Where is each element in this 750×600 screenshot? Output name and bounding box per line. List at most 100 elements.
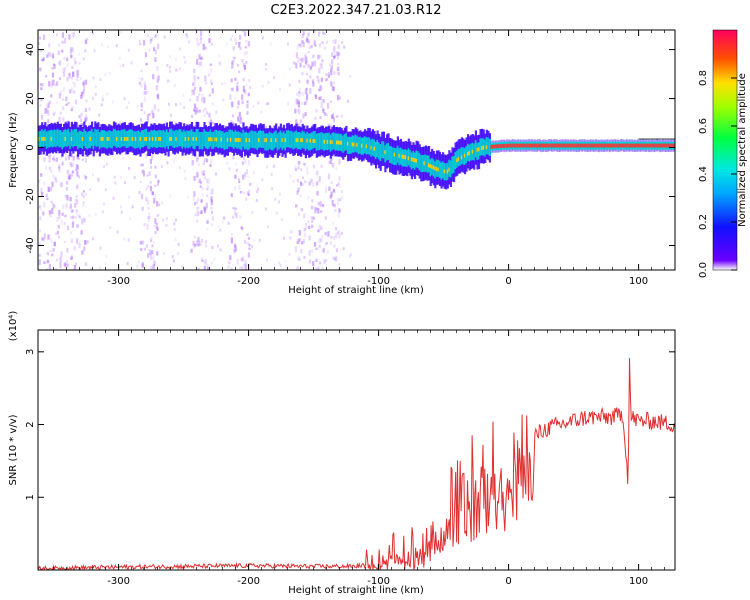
heatmap-speckle (222, 216, 225, 220)
heatmap-speckle (48, 100, 51, 104)
heatmap-speckle (309, 226, 312, 230)
heatmap-ridge-mid (201, 132, 204, 150)
heatmap-speckle (200, 211, 203, 215)
heatmap-speckle (308, 46, 311, 50)
heatmap-ridge-mid (111, 131, 114, 149)
heatmap-speckle (245, 169, 249, 175)
heatmap-speckle (203, 169, 206, 172)
heatmap-speckle (337, 63, 340, 66)
heatmap-speckle (66, 180, 69, 185)
heatmap-ridge-core (668, 143, 671, 148)
heatmap-speckle (314, 94, 317, 97)
heatmap-speckle (186, 35, 189, 39)
heatmap-speckle (99, 246, 102, 250)
heatmap-speckle (48, 154, 51, 158)
heatmap-speckle (312, 182, 315, 187)
heatmap-speckle (51, 210, 54, 214)
heatmap-speckle (233, 96, 236, 100)
heatmap-ridge-core (214, 137, 217, 142)
heatmap-speckle (38, 42, 41, 45)
heatmap-speckle (39, 103, 42, 107)
heatmap-speckle (62, 117, 65, 122)
heatmap-ridge-core (314, 139, 317, 143)
heatmap-speckle (311, 224, 314, 228)
heatmap-speckle (318, 224, 321, 231)
heatmap-speckle (166, 79, 169, 83)
heatmap-speckle (184, 60, 187, 64)
heatmap-ridge-mid (172, 130, 175, 148)
heatmap-speckle (70, 54, 73, 58)
heatmap-ridge-mid (114, 129, 117, 147)
heatmap-speckle (247, 92, 250, 97)
heatmap-speckle (298, 237, 301, 242)
heatmap-speckle (210, 68, 213, 73)
heatmap-speckle (103, 165, 105, 168)
heatmap-ridge-core (551, 143, 554, 148)
heatmap-speckle (127, 238, 130, 242)
heatmap-speckle (303, 232, 306, 238)
heatmap-speckle (48, 43, 51, 48)
heatmap-ridge-core (602, 143, 605, 148)
heatmap-speckle (48, 157, 51, 163)
heatmap-speckle (40, 98, 43, 102)
heatmap-ridge-core (446, 169, 449, 174)
heatmap-speckle (308, 235, 311, 241)
heatmap-speckle (204, 75, 207, 81)
heatmap-ridge-mid (289, 131, 292, 149)
heatmap-speckle (246, 191, 249, 195)
heatmap-ridge-core (100, 137, 103, 141)
heatmap-speckle (185, 32, 188, 36)
heatmap-speckle (307, 64, 310, 68)
heatmap-speckle (206, 111, 208, 115)
y-tick-label: 40 (25, 43, 36, 56)
heatmap-speckle (335, 256, 338, 262)
heatmap-ridge-core (549, 143, 552, 148)
heatmap-ridge-core (605, 143, 608, 148)
heatmap-speckle (250, 182, 253, 186)
heatmap-speckle (337, 66, 340, 71)
heatmap-speckle (333, 71, 336, 75)
heatmap-speckle (50, 200, 53, 204)
heatmap-speckle (278, 261, 281, 265)
heatmap-speckle (275, 211, 278, 215)
heatmap-speckle (239, 190, 242, 194)
heatmap-speckle (303, 213, 306, 219)
heatmap-ridge-core (574, 143, 577, 148)
heatmap-speckle (107, 45, 110, 49)
heatmap-speckle (332, 163, 335, 168)
heatmap-speckle (85, 99, 88, 103)
heatmap-speckle (241, 226, 244, 230)
heatmap-speckle (244, 259, 247, 265)
heatmap-speckle (307, 51, 310, 54)
heatmap-speckle (198, 54, 201, 60)
heatmap-speckle (53, 158, 56, 162)
heatmap-ridge-core (665, 143, 668, 148)
heatmap-speckle (39, 50, 42, 53)
heatmap-ridge-core (498, 144, 501, 149)
spectrogram-x-axis-label: Height of straight line (km) (288, 285, 424, 296)
heatmap-speckle (41, 237, 44, 241)
heatmap-speckle (334, 52, 337, 58)
heatmap-speckle (148, 113, 151, 116)
heatmap-ridge-mid (279, 130, 282, 148)
heatmap-speckle (58, 164, 61, 168)
heatmap-speckle (58, 235, 61, 239)
heatmap-speckle (221, 220, 224, 224)
heatmap-speckle (257, 267, 260, 270)
heatmap-speckle (65, 154, 68, 158)
heatmap-speckle (100, 103, 103, 107)
heatmap-speckle (191, 82, 195, 86)
heatmap-speckle (265, 102, 268, 106)
heatmap-speckle (326, 113, 329, 117)
heatmap-speckle (140, 248, 143, 251)
heatmap-ridge-mid (137, 130, 140, 148)
heatmap-speckle (75, 195, 78, 199)
heatmap-speckle (315, 247, 318, 250)
heatmap-ridge-core (229, 137, 233, 142)
heatmap-speckle (101, 210, 104, 214)
heatmap-speckle (82, 92, 85, 96)
heatmap-speckle (168, 79, 171, 83)
heatmap-ridge-mid (470, 143, 473, 161)
colorbar-tick-label: 0.0 (698, 262, 709, 278)
heatmap-speckle (311, 44, 313, 48)
